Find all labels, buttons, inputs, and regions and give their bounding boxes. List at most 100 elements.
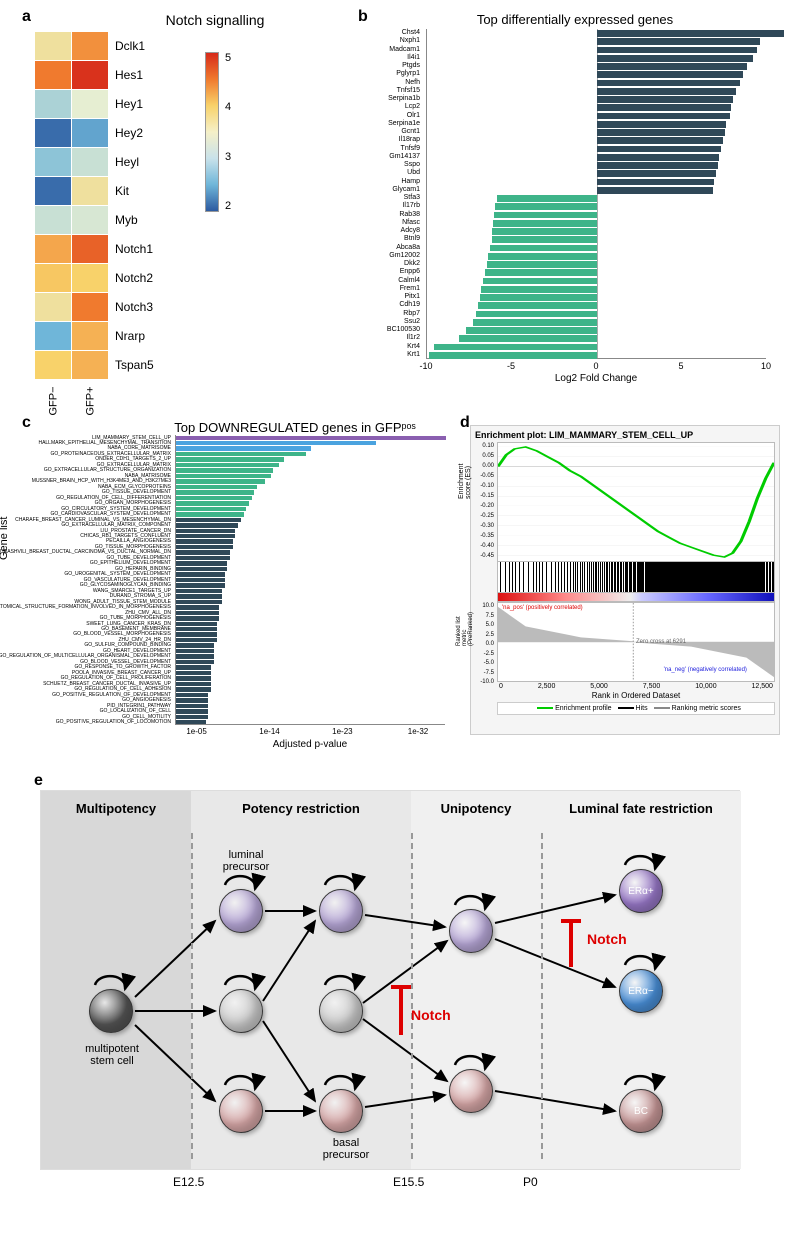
deg-bar: [483, 278, 597, 285]
heatmap-row-label: Myb: [115, 206, 154, 235]
heatmap-row-label: Notch3: [115, 293, 154, 322]
heatmap-cell: [72, 322, 108, 350]
cell-multipotent: [89, 989, 133, 1033]
heatmap-row-label: Notch1: [115, 235, 154, 264]
pathway-bar: [176, 704, 208, 708]
gsea-hit: [551, 562, 552, 592]
panel-c-xlabel: Adjusted p-value: [273, 739, 348, 750]
pathway-bar: [176, 550, 230, 554]
stage-divider: [411, 833, 413, 1159]
panel-e-diagram: MultipotencyPotency restrictionUnipotenc…: [40, 790, 760, 1210]
heatmap-cell: [35, 177, 71, 205]
panel-a-heatmap: Notch signalling GFP−GFP+ Dclk1Hes1Hey1H…: [35, 12, 365, 419]
pathway-bar: [176, 496, 252, 500]
gsea-hit: [561, 562, 562, 592]
stage-header: Unipotency: [411, 791, 541, 826]
pathway-label: GO_POSITIVE_REGULATION_OF_LOCOMOTION: [56, 720, 171, 725]
deg-bar: [597, 47, 757, 54]
es-ytick: -0.05: [480, 473, 494, 479]
heatmap-cell: [72, 235, 108, 263]
gsea-hit: [533, 562, 534, 592]
cell-er-alpha-pos: ERα+: [619, 869, 663, 913]
xaxis-tick: -10: [419, 361, 432, 371]
es-ytick: 0.10: [482, 443, 494, 449]
deg-bar: [597, 187, 713, 194]
gsea-hit: [546, 562, 547, 592]
deg-bar: [597, 129, 725, 136]
pathway-bar: [176, 643, 214, 647]
deg-gene-label: Frem1: [400, 285, 420, 292]
heatmap-cell: [72, 119, 108, 147]
deg-bar: [597, 113, 730, 120]
gsea-hit: [564, 562, 565, 592]
gsea-hit: [600, 562, 601, 592]
heatmap-row-label: Dclk1: [115, 32, 154, 61]
deg-bar: [597, 38, 760, 45]
pathway-bar: [176, 507, 246, 511]
deg-bar: [480, 294, 597, 301]
label-luminal-precursor: luminalprecursor: [201, 849, 291, 873]
hits-strip: [497, 562, 775, 592]
legend-label: Ranking metric scores: [672, 705, 741, 712]
pathway-bar: [176, 468, 273, 472]
pathway-bar: [176, 583, 225, 587]
heatmap-cell: [72, 148, 108, 176]
panel-a-title: Notch signalling: [65, 12, 365, 28]
deg-bar: [485, 269, 597, 276]
gsea-hit: [575, 562, 576, 592]
deg-bar: [597, 88, 736, 95]
pathway-bar: [176, 474, 271, 478]
rank-ytick: 10.0: [482, 603, 494, 609]
gsea-hit: [539, 562, 540, 592]
heatmap-col-label: GFP−: [36, 383, 72, 420]
panel-d-xtick: 12,500: [752, 683, 773, 690]
xaxis-tick: 10: [761, 361, 771, 371]
gsea-hit: [555, 562, 556, 592]
gsea-hit: [587, 562, 588, 592]
panel-d-xtick: 2,500: [538, 683, 556, 690]
deg-gene-label: Pitx1: [404, 293, 420, 300]
pathway-bar: [176, 676, 211, 680]
panel-d-title: Enrichment plot: LIM_MAMMARY_STEM_CELL_U…: [475, 430, 775, 440]
gsea-hit: [580, 562, 581, 592]
panel-d-legend: Enrichment profileHitsRanking metric sco…: [497, 702, 775, 715]
heatmap-row-label: Nrarp: [115, 322, 154, 351]
panel-label-a: a: [22, 8, 31, 26]
deg-bar: [597, 80, 740, 87]
xaxis-tick: 1e-32: [408, 727, 428, 736]
xaxis-tick: 1e-23: [332, 727, 352, 736]
deg-gene-label: Serpina1b: [388, 95, 420, 102]
deg-bar: [429, 352, 597, 359]
heatmap-col-label: GFP+: [73, 383, 109, 420]
cell-luminal-precursor-2: [319, 889, 363, 933]
deg-gene-label: Enpp6: [400, 268, 420, 275]
deg-gene-label: Gm14137: [389, 153, 420, 160]
deg-gene-label: Nefh: [405, 79, 420, 86]
heatmap-col-labels: GFP−GFP+: [35, 383, 109, 419]
deg-bar: [476, 311, 597, 318]
gsea-hit: [591, 562, 592, 592]
pathway-bar: [176, 556, 230, 560]
deg-bar: [597, 179, 714, 186]
es-ytick: -0.25: [480, 513, 494, 519]
cell-luminal-unipotent: [449, 909, 493, 953]
panel-c-title: Top DOWNREGULATED genes in GFPᵖᵒˢ: [135, 420, 455, 435]
pathway-bar: [176, 622, 217, 626]
gsea-hit: [567, 562, 568, 592]
pathway-bar: [176, 687, 211, 691]
cell-bipotent: [219, 989, 263, 1033]
stage-header: Luminal fate restriction: [541, 791, 741, 826]
pathway-bar: [176, 720, 206, 724]
deg-gene-label: Glycam1: [392, 186, 420, 193]
legend-label: Hits: [636, 705, 648, 712]
panel-d-xtick: 0: [499, 683, 503, 690]
pathway-bar: [176, 638, 217, 642]
deg-gene-label: Hamp: [401, 178, 420, 185]
gradient-strip: [497, 592, 775, 602]
pathway-bar: [176, 561, 227, 565]
stage-header: Potency restriction: [191, 791, 411, 826]
rank-ytick: 7.5: [486, 613, 494, 619]
deg-gene-label: Ptgds: [402, 62, 420, 69]
panel-label-e: e: [34, 772, 43, 790]
gsea-hit: [509, 562, 510, 592]
